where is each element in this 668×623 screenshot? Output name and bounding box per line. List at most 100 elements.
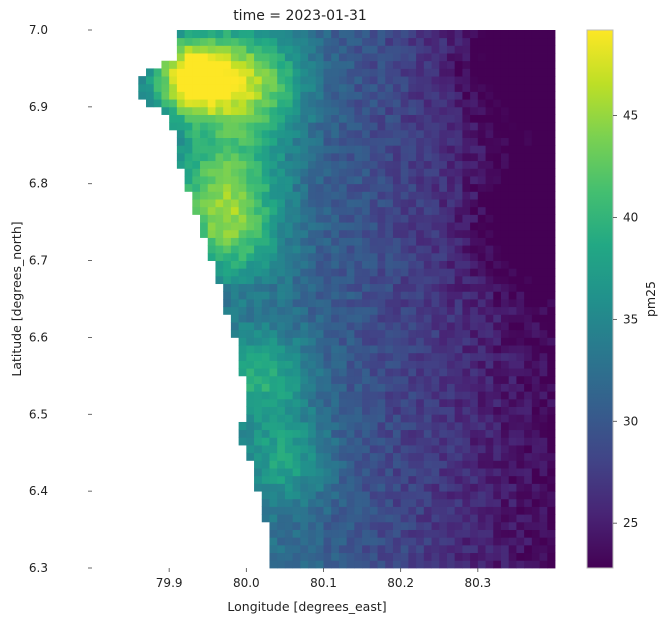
heatmap-cell xyxy=(254,60,263,69)
heatmap-cell xyxy=(524,506,533,515)
heatmap-cell xyxy=(369,529,378,538)
heatmap-cell xyxy=(439,437,448,446)
heatmap-cell xyxy=(215,268,224,277)
heatmap-cell xyxy=(485,168,494,177)
heatmap-cell xyxy=(416,222,425,231)
heatmap-cell xyxy=(477,176,486,185)
heatmap-cell xyxy=(531,176,540,185)
heatmap-cell xyxy=(516,352,525,361)
heatmap-cell xyxy=(454,191,463,200)
heatmap-cell xyxy=(215,183,224,192)
heatmap-cell xyxy=(431,222,440,231)
heatmap-cell xyxy=(284,183,294,192)
heatmap-cell xyxy=(454,245,463,254)
heatmap-cell xyxy=(470,283,479,292)
heatmap-cell xyxy=(416,514,425,523)
heatmap-cell xyxy=(369,37,378,46)
heatmap-cell xyxy=(362,537,371,546)
heatmap-cell xyxy=(493,429,502,438)
heatmap-cell xyxy=(524,191,533,200)
heatmap-cell xyxy=(470,560,479,569)
heatmap-cell xyxy=(277,275,286,285)
heatmap-cell xyxy=(392,337,402,346)
heatmap-cell xyxy=(323,322,332,331)
heatmap-cell xyxy=(392,191,402,200)
heatmap-cell xyxy=(277,129,286,138)
heatmap-cell xyxy=(477,483,486,492)
heatmap-cell xyxy=(246,45,255,54)
heatmap-cell xyxy=(400,68,409,77)
heatmap-cell xyxy=(323,145,332,154)
heatmap-cell xyxy=(192,176,201,185)
heatmap-cell xyxy=(338,176,348,185)
heatmap-cell xyxy=(431,129,440,138)
heatmap-cell xyxy=(547,37,556,46)
heatmap-cell xyxy=(416,491,425,500)
heatmap-cell xyxy=(516,60,525,69)
heatmap-cell xyxy=(261,291,270,300)
heatmap-cell xyxy=(547,199,556,208)
heatmap-cell xyxy=(385,375,394,384)
heatmap-cell xyxy=(192,76,201,85)
heatmap-cell xyxy=(246,429,255,438)
heatmap-cell xyxy=(369,483,378,492)
heatmap-cell xyxy=(323,429,332,438)
heatmap-cell xyxy=(477,299,486,308)
heatmap-cell xyxy=(207,214,216,223)
heatmap-cell xyxy=(354,222,363,231)
heatmap-cell xyxy=(385,214,394,223)
heatmap-cell xyxy=(539,122,548,131)
heatmap-cell xyxy=(377,398,386,407)
heatmap-cell xyxy=(516,360,525,369)
heatmap-cell xyxy=(223,237,232,246)
heatmap-cell xyxy=(400,237,409,246)
heatmap-cell xyxy=(354,176,363,185)
heatmap-cell xyxy=(223,283,232,292)
heatmap-cell xyxy=(269,521,278,530)
heatmap-cell xyxy=(308,445,317,454)
heatmap-cell xyxy=(354,129,363,138)
heatmap-cell xyxy=(261,483,270,492)
heatmap-cell xyxy=(416,83,425,92)
heatmap-cell xyxy=(477,437,486,446)
heatmap-cell xyxy=(547,275,556,285)
heatmap-cell xyxy=(315,421,324,431)
colorbar-gradient xyxy=(587,30,613,568)
heatmap-cell xyxy=(254,191,263,200)
heatmap-cell xyxy=(392,529,402,538)
heatmap-cell xyxy=(323,83,332,92)
heatmap-cell xyxy=(338,483,348,492)
heatmap-cell xyxy=(377,237,386,246)
heatmap-cell xyxy=(354,506,363,515)
heatmap-cell xyxy=(462,421,471,431)
heatmap-cell xyxy=(238,329,247,338)
heatmap-cell xyxy=(431,183,440,192)
heatmap-cell xyxy=(331,176,340,185)
heatmap-cell xyxy=(377,560,386,569)
heatmap-cell xyxy=(485,521,494,530)
heatmap-cell xyxy=(470,229,479,238)
heatmap-cell xyxy=(300,398,309,407)
heatmap-cell xyxy=(207,45,216,54)
heatmap-cell xyxy=(485,421,494,431)
heatmap-cell xyxy=(300,83,309,92)
heatmap-cell xyxy=(369,237,378,246)
heatmap-cell xyxy=(547,468,556,477)
heatmap-cell xyxy=(524,137,533,146)
heatmap-cell xyxy=(439,514,448,523)
heatmap-cell xyxy=(346,99,355,108)
heatmap-cell xyxy=(277,114,286,123)
heatmap-cell xyxy=(269,229,278,238)
heatmap-cell xyxy=(462,45,471,54)
heatmap-cell xyxy=(300,45,309,54)
heatmap-cell xyxy=(246,152,255,162)
heatmap-cell xyxy=(323,391,332,400)
heatmap-cell xyxy=(362,437,371,446)
heatmap-cell xyxy=(176,37,185,46)
heatmap-cell xyxy=(331,30,340,39)
heatmap-cell xyxy=(539,506,548,515)
heatmap-cell xyxy=(331,375,340,384)
heatmap-cell xyxy=(277,475,286,484)
heatmap-cell xyxy=(323,129,332,138)
heatmap-cell xyxy=(431,383,440,392)
